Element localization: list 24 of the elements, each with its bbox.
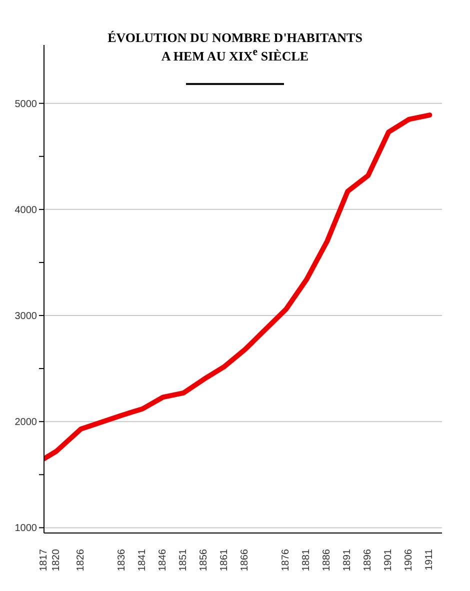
x-tick-label: 1817	[38, 548, 50, 572]
x-tick-label: 1826	[75, 548, 86, 572]
x-tick-label: 1856	[198, 548, 210, 572]
x-tick-label: 1866	[240, 548, 251, 572]
y-tick-label: 1000	[14, 523, 38, 534]
y-tick-label: 5000	[14, 98, 38, 110]
x-tick-label: 1861	[219, 548, 230, 572]
x-tick-label: 1836	[116, 548, 128, 572]
x-tick-label: 1901	[383, 548, 394, 572]
x-tick-label: 1851	[178, 548, 190, 572]
x-tick-label: 1906	[404, 548, 415, 572]
y-tick-label: 2000	[14, 417, 38, 428]
x-tick-label: 1820	[50, 548, 62, 572]
x-tick-label: 1896	[362, 548, 374, 572]
x-tick-label: 1881	[301, 548, 312, 572]
x-tick-label: 1876	[280, 548, 292, 572]
x-tick-label: 1841	[136, 548, 148, 572]
x-tick-label: 1891	[342, 548, 354, 572]
y-tick-label: 3000	[14, 311, 38, 322]
x-tick-label: 1846	[157, 548, 168, 572]
y-tick-label: 4000	[14, 204, 38, 216]
x-tick-label: 1911	[424, 548, 436, 571]
x-tick-label: 1886	[322, 548, 333, 572]
chart-title: ÉVOLUTION DU NOMBRE D'HABITANTS A HEM AU XIX$^{e}$ SIÈCLE	[106, 30, 364, 64]
